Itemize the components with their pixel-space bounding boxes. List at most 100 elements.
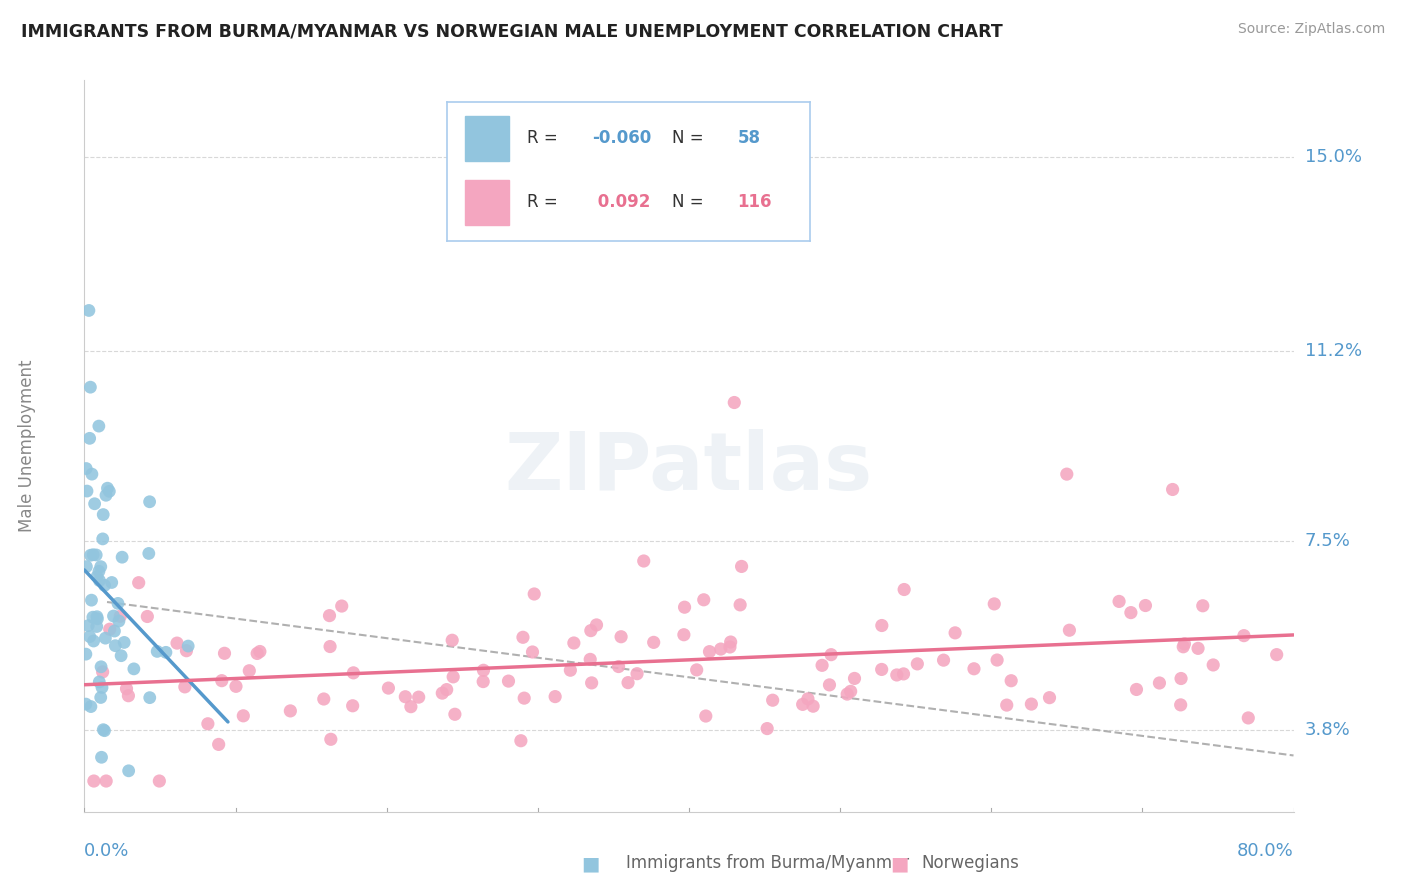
Point bbox=[89, 674, 111, 689]
Point bbox=[730, 559, 752, 574]
Point bbox=[1056, 467, 1078, 482]
Point bbox=[498, 674, 520, 689]
Point bbox=[83, 497, 105, 511]
Point bbox=[837, 687, 859, 701]
Point bbox=[98, 484, 121, 499]
Point bbox=[108, 614, 131, 628]
Text: 11.2%: 11.2% bbox=[1305, 343, 1362, 360]
Point bbox=[246, 647, 269, 661]
Point bbox=[249, 644, 271, 658]
Point bbox=[117, 689, 139, 703]
Point bbox=[441, 633, 464, 648]
Point bbox=[523, 587, 546, 601]
Point bbox=[79, 630, 101, 644]
Point bbox=[91, 723, 114, 737]
Point bbox=[319, 640, 342, 654]
Point bbox=[673, 600, 696, 615]
Point bbox=[1161, 483, 1184, 497]
Point bbox=[522, 645, 544, 659]
Point bbox=[83, 634, 105, 648]
Point bbox=[232, 708, 254, 723]
Point bbox=[330, 599, 353, 613]
Point bbox=[579, 652, 602, 666]
Point bbox=[723, 395, 745, 409]
Point bbox=[90, 750, 112, 764]
Point bbox=[75, 559, 97, 574]
Point bbox=[870, 662, 893, 676]
Point bbox=[75, 697, 97, 711]
Point bbox=[513, 691, 536, 706]
Point bbox=[695, 709, 717, 723]
Point bbox=[983, 597, 1005, 611]
Point bbox=[211, 673, 233, 688]
Point bbox=[75, 647, 97, 661]
Point bbox=[1237, 711, 1260, 725]
Point bbox=[693, 592, 716, 607]
Point bbox=[94, 631, 117, 645]
Point bbox=[100, 575, 122, 590]
Point bbox=[214, 646, 236, 660]
Point bbox=[76, 484, 98, 499]
Point bbox=[342, 698, 364, 713]
Point bbox=[238, 664, 260, 678]
Point bbox=[94, 488, 117, 502]
Point bbox=[280, 704, 302, 718]
Point bbox=[139, 690, 162, 705]
Point bbox=[512, 630, 534, 644]
Text: IMMIGRANTS FROM BURMA/MYANMAR VS NORWEGIAN MALE UNEMPLOYMENT CORRELATION CHART: IMMIGRANTS FROM BURMA/MYANMAR VS NORWEGI… bbox=[21, 22, 1002, 40]
Point bbox=[1233, 629, 1256, 643]
Point bbox=[1191, 599, 1213, 613]
Point bbox=[83, 774, 105, 789]
Point bbox=[560, 663, 582, 677]
Point bbox=[762, 693, 785, 707]
Text: 80.0%: 80.0% bbox=[1237, 842, 1294, 860]
Point bbox=[441, 670, 464, 684]
Point bbox=[1170, 672, 1192, 686]
Point bbox=[166, 636, 188, 650]
Point bbox=[1038, 690, 1060, 705]
Point bbox=[818, 678, 841, 692]
Point bbox=[96, 774, 118, 789]
Point bbox=[986, 653, 1008, 667]
Point bbox=[312, 692, 335, 706]
Point bbox=[544, 690, 567, 704]
Point bbox=[943, 625, 966, 640]
Point bbox=[1202, 657, 1225, 672]
Point bbox=[103, 624, 125, 638]
Point bbox=[472, 674, 495, 689]
Text: ■: ■ bbox=[890, 854, 910, 873]
Point bbox=[91, 665, 114, 679]
Point bbox=[839, 684, 862, 698]
Text: 0.0%: 0.0% bbox=[84, 842, 129, 860]
Point bbox=[720, 635, 742, 649]
Point bbox=[1108, 594, 1130, 608]
Point bbox=[870, 618, 893, 632]
Point bbox=[562, 636, 585, 650]
Point bbox=[225, 679, 247, 693]
Point bbox=[86, 569, 108, 583]
Point bbox=[792, 698, 814, 712]
Point bbox=[1135, 599, 1157, 613]
Point bbox=[87, 419, 110, 434]
Point bbox=[699, 645, 721, 659]
Point bbox=[436, 682, 458, 697]
Point bbox=[82, 548, 104, 562]
Point bbox=[394, 690, 416, 704]
Point bbox=[96, 481, 118, 495]
Point bbox=[148, 774, 170, 789]
Point bbox=[80, 467, 103, 482]
Point bbox=[995, 698, 1018, 712]
Point bbox=[177, 639, 200, 653]
Point bbox=[82, 610, 104, 624]
Point bbox=[155, 645, 177, 659]
Point bbox=[93, 578, 115, 592]
Point bbox=[1173, 637, 1195, 651]
Point bbox=[1125, 682, 1147, 697]
Point bbox=[844, 672, 866, 686]
Text: Immigrants from Burma/Myanmar: Immigrants from Burma/Myanmar bbox=[626, 855, 908, 872]
Point bbox=[1170, 698, 1192, 712]
Point bbox=[138, 546, 160, 560]
Point bbox=[91, 508, 114, 522]
Point bbox=[377, 681, 399, 695]
Point bbox=[90, 690, 112, 705]
